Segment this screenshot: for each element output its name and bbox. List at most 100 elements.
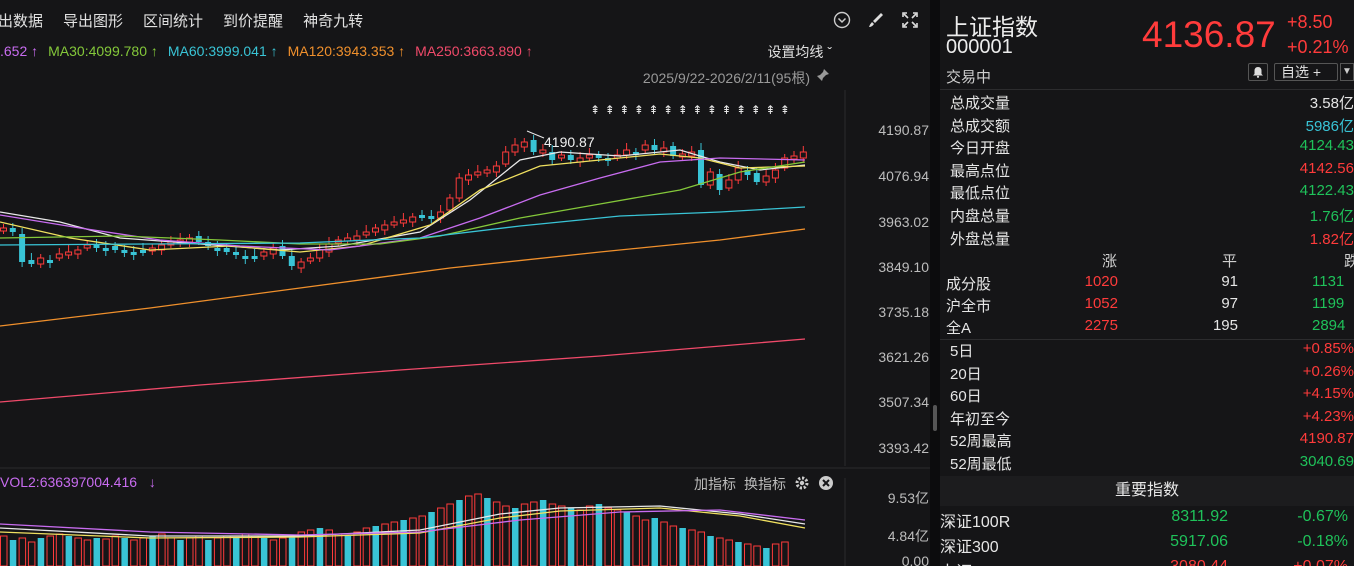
volume-bar [660,521,668,566]
candle-body [28,260,35,264]
stat-value: 1.82亿 [1309,230,1354,248]
index-row-pct: -0.67% [1297,508,1348,525]
volume-bar [456,500,463,566]
date-range-label: 2025/9/22-2026/2/11(95根) [642,70,810,86]
index-row[interactable]: 上证50 3080.44 +0.07% [940,558,1354,566]
volume-bar [753,545,761,566]
price-axis-label: 3507.34 [878,394,929,410]
panel-divider[interactable] [930,0,940,566]
volume-bar [111,535,120,566]
chevron-down-icon[interactable]: ▼ [1340,63,1354,81]
signal-marker: ⇞ [619,103,629,117]
candle-body [353,235,361,241]
candle-body [511,144,519,153]
toolbar-magic-nine[interactable]: 神奇九转 [303,12,364,30]
ma-legend-item: MA120:3943.353 ↑ [288,43,406,59]
brush-icon[interactable] [866,10,886,30]
price-axis-label: 3963.02 [878,214,929,230]
add-indicator-button[interactable]: 加指标 [694,476,736,492]
index-row-value: 3080.44 [1150,558,1228,566]
volume-bar [149,536,156,566]
volume-bar [9,540,17,566]
volume-bar [744,543,752,566]
candle-body [409,216,417,223]
volume-bar [177,540,184,566]
volume-axis-label: 0.00 [902,553,929,566]
volume-axis-label: 9.53亿 [888,490,929,506]
volume-bar [37,538,45,566]
volume-bar [512,508,519,566]
candle-body [0,227,7,232]
volume-axis-label: 4.84亿 [888,528,929,544]
candle-body [390,221,398,226]
divider [940,89,1354,90]
candle-body [567,155,574,160]
index-row[interactable]: 深证300 5917.06 -0.18% [940,533,1354,557]
important-indices-header[interactable]: 重要指数 [940,476,1354,506]
signal-marker: ⇞ [751,103,761,117]
pin-icon[interactable] [816,68,830,85]
candle-body [233,252,239,255]
vol-ma-line [0,505,806,537]
perf-row: 年初至今 +4.23% [940,408,1354,431]
toolbar-range-stats[interactable]: 区间统计 [143,12,204,30]
ma-legend: .652 ↑ MA30:4099.780 ↑ MA60:3999.041 ↑ M… [0,40,930,62]
candle-body [623,149,631,156]
close-icon[interactable] [818,475,834,494]
candle-body [242,256,249,259]
price-axis-label: 3393.42 [878,440,929,456]
candlestick-chart[interactable]: 4190.87 4076.94 3963.02 3849.10 3735.18 3621.… [0,0,930,566]
gear-icon[interactable] [794,475,810,494]
ma-legend-item: MA60:3999.041 ↑ [168,43,278,59]
candle-body [55,253,63,259]
index-row[interactable]: 深证100R 8311.92 -0.67% [940,508,1354,532]
volume-bar [27,541,36,566]
breadth-header-flat: 平 [1222,253,1238,270]
index-code: 000001 [946,36,1013,58]
candle-body [465,174,472,181]
volume-bar [688,529,696,566]
chart-panel: 出数据 导出图形 区间统计 到价提醒 神奇九转 .652 ↑ MA30:4099… [0,0,930,566]
candle-body [530,140,537,152]
volume-bar [0,535,8,566]
add-watchlist-button[interactable]: 自选 + [1274,63,1338,81]
quote-panel: 上证指数 000001 交易中 4136.87 +8.50 +0.21% 自选 … [940,0,1354,566]
candle-body [595,155,602,158]
stat-label: 外盘总量 [950,230,1011,248]
ma-arrow: ↑ [31,43,39,59]
stat-row: 总成交量 3.58亿 [940,92,1354,115]
volume-bar [735,542,742,566]
toolbar-export-image[interactable]: 导出图形 [63,12,124,30]
candle-body [734,167,742,181]
high-marker-pointer [526,130,545,139]
volume-bar [502,505,510,566]
switch-indicator-button[interactable]: 换指标 [744,476,786,492]
ma-legend-label: MA250:3663.890 [415,43,522,59]
volume-bar [167,537,175,566]
index-row-pct: +0.07% [1270,558,1348,566]
chevron-down-circle-icon[interactable] [832,10,852,30]
bell-icon[interactable] [1248,63,1268,81]
ma-legend-item: .652 ↑ [0,43,38,59]
set-ma-button[interactable]: 设置均线 ˇ [767,44,832,60]
volume-bar [344,536,352,566]
breadth-down: 2894 [1312,317,1346,334]
breadth-label: 沪全市 [946,298,992,315]
fullscreen-icon[interactable] [900,10,920,30]
stat-label: 最低点位 [950,185,1011,203]
price-axis-label: 4190.87 [878,122,929,138]
breadth-down: 1131 [1312,273,1345,290]
signal-marker: ⇞ [721,103,731,117]
toolbar-export-data[interactable]: 出数据 [0,12,44,30]
ma250-line [0,338,806,403]
candle-body [520,141,528,148]
scrollbar-thumb[interactable] [933,405,937,431]
stat-row: 今日开盘 4124.43 [940,137,1354,160]
toolbar-price-alert[interactable]: 到价提醒 [223,12,284,30]
volume-bar [492,501,501,566]
perf-row: 20日 +0.26% [940,363,1354,386]
candle-body [419,215,425,218]
candle-body [74,249,82,255]
candle-body [9,228,16,232]
volume-bar [520,503,529,566]
